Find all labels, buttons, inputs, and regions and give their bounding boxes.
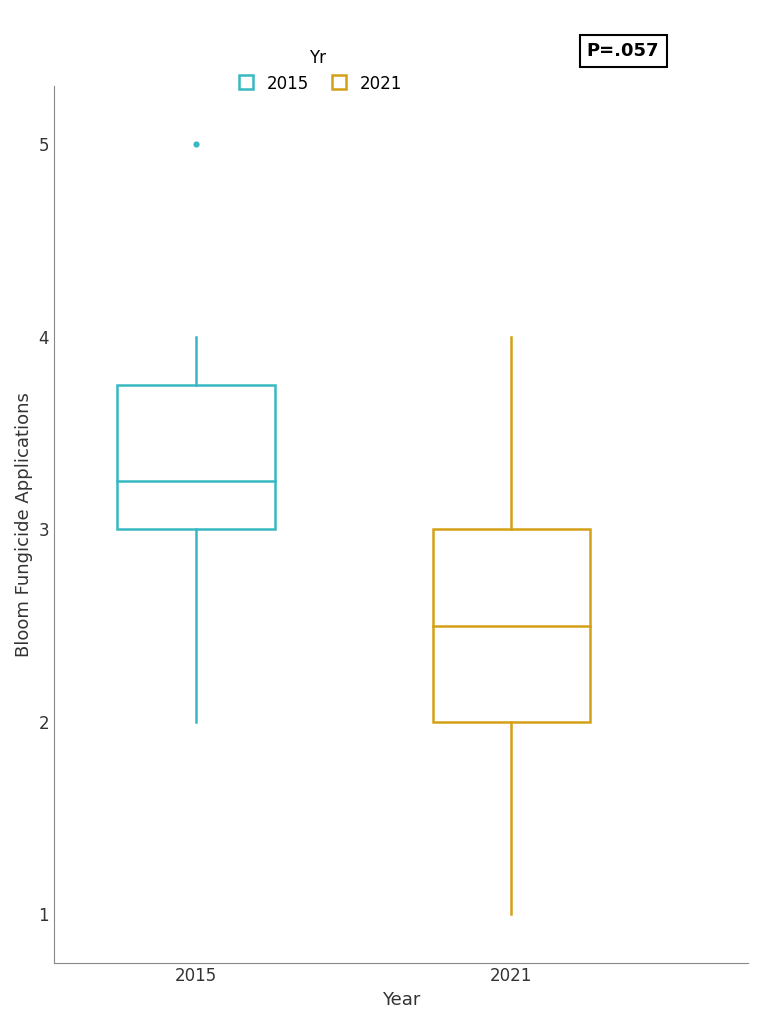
- Y-axis label: Bloom Fungicide Applications: Bloom Fungicide Applications: [15, 392, 33, 656]
- Bar: [433, 529, 591, 722]
- Point: [190, 136, 202, 153]
- Legend: 2015, 2021: 2015, 2021: [227, 42, 408, 100]
- X-axis label: Year: Year: [382, 991, 420, 1009]
- Text: P=.057: P=.057: [587, 42, 659, 60]
- Bar: [118, 385, 275, 529]
